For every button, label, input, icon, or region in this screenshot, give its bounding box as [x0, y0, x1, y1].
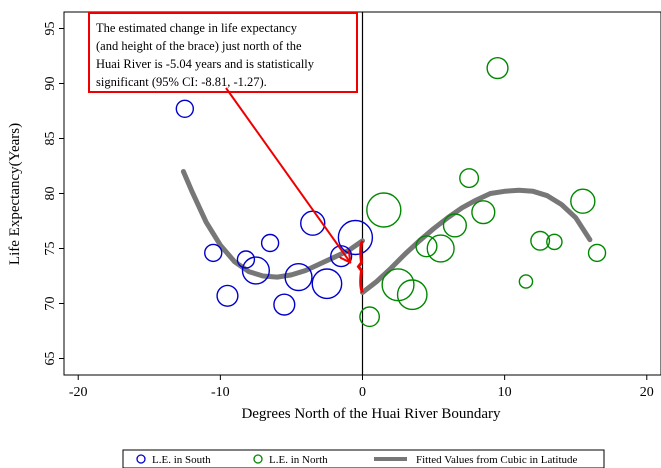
north-point — [442, 213, 467, 238]
north-point — [381, 268, 415, 302]
x-tick-label: 20 — [640, 385, 654, 400]
x-tick-label: -20 — [69, 385, 88, 400]
north-point — [426, 234, 455, 263]
south-point — [260, 233, 280, 253]
fit-line-south — [180, 169, 365, 280]
y-tick-label: 80 — [43, 187, 58, 201]
annotation-line-2: (and height of the brace) just north of … — [96, 39, 302, 53]
north-point — [546, 233, 563, 251]
south-point — [284, 263, 313, 292]
south-point — [273, 293, 296, 316]
south-point — [311, 268, 343, 300]
south-point — [236, 250, 256, 269]
annotation-arrow — [225, 87, 350, 262]
legend-box — [122, 449, 605, 468]
legend-north-marker — [253, 454, 263, 464]
north-point — [366, 192, 402, 228]
annotation-line-1: The estimated change in life expectancy — [96, 21, 298, 35]
annotation-line-4: significant (95% CI: -8.81, -1.27). — [96, 75, 267, 89]
discontinuity-brace — [356, 240, 364, 294]
north-points — [359, 56, 607, 328]
north-point — [530, 230, 551, 251]
south-point — [175, 99, 195, 119]
north-point — [459, 168, 480, 189]
y-tick-label: 75 — [43, 242, 58, 256]
south-points — [175, 99, 374, 316]
y-axis-title: Life Expectancy(Years) — [7, 123, 23, 265]
legend-south-marker — [136, 454, 146, 464]
x-axis-title: Degrees North of the Huai River Boundary — [241, 406, 501, 422]
annotation-box — [88, 12, 358, 93]
y-tick-label: 70 — [43, 297, 58, 311]
y-axis: 65 70 75 80 85 90 95 — [43, 22, 64, 366]
x-axis: -20 -10 0 10 20 — [69, 375, 654, 400]
north-point — [486, 56, 509, 80]
north-point — [359, 306, 381, 328]
y-tick-label: 95 — [43, 22, 58, 36]
south-point — [204, 243, 223, 263]
fit-line-north — [360, 187, 593, 295]
x-tick-label: -10 — [211, 385, 230, 400]
north-point — [570, 188, 596, 214]
annotation-callout: The estimated change in life expectancy … — [88, 12, 358, 93]
north-point — [518, 274, 534, 289]
legend-south-label: L.E. in South — [152, 454, 211, 466]
y-tick-label: 85 — [43, 132, 58, 146]
x-tick-label: 0 — [359, 385, 366, 400]
north-point — [587, 243, 607, 263]
north-point — [415, 235, 438, 258]
south-point — [216, 284, 239, 307]
brace-mark — [356, 240, 364, 294]
legend-north-label: L.E. in North — [269, 454, 328, 466]
y-tick-label: 65 — [43, 352, 58, 366]
north-point — [396, 279, 428, 311]
y-tick-label: 90 — [43, 77, 58, 91]
south-point — [337, 219, 374, 256]
annotation-line-3: Huai River is -5.04 years and is statist… — [96, 57, 315, 71]
legend-fit-label: Fitted Values from Cubic in Latitude — [416, 454, 578, 466]
x-tick-label: 10 — [498, 385, 512, 400]
south-point — [241, 256, 270, 285]
fitted-cubic-lines — [180, 169, 593, 295]
legend: L.E. in South L.E. in North Fitted Value… — [122, 449, 605, 468]
north-point — [471, 200, 496, 225]
arrow-shaft — [225, 87, 350, 262]
